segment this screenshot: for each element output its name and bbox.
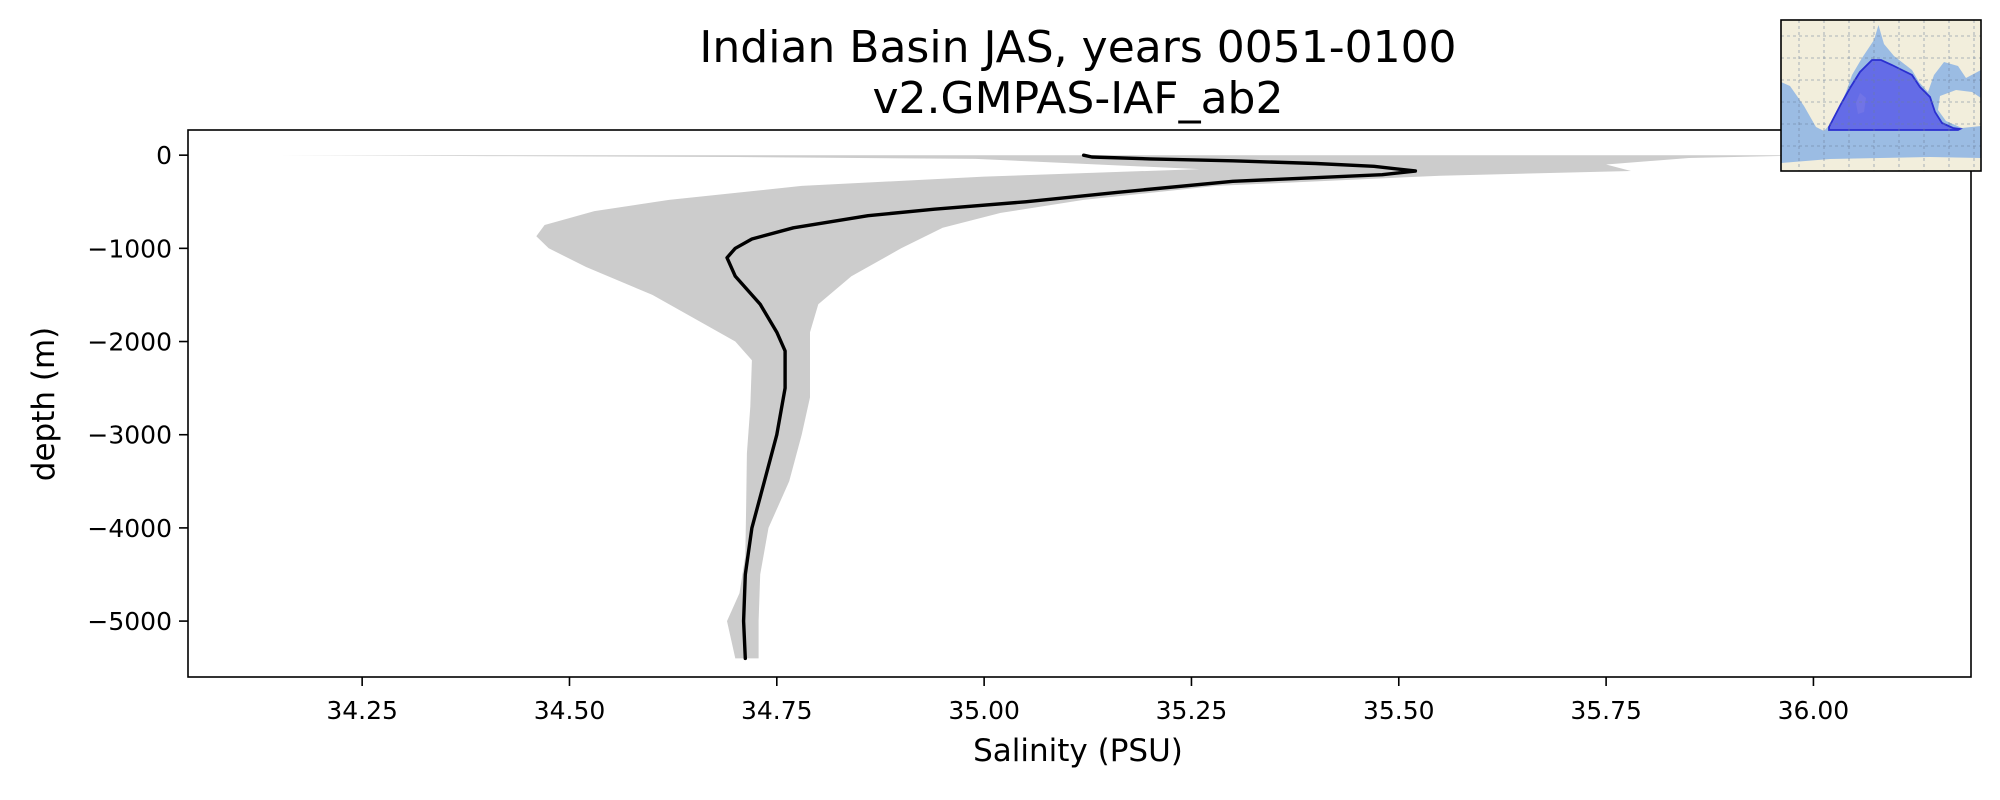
x-axis-ticks: 34.25 34.50 34.75 35.00 35.25 35.50 35.75 36.00 bbox=[326, 677, 1849, 725]
chart-title-line1: Indian Basin JAS, years 0051-0100 bbox=[699, 22, 1456, 73]
x-tick-label: 34.75 bbox=[741, 696, 813, 725]
y-axis-label: depth (m) bbox=[26, 327, 62, 481]
y-axis-ticks: 0 −1000 −2000 −3000 −4000 −5000 bbox=[87, 141, 188, 636]
x-tick-label: 35.25 bbox=[1156, 696, 1228, 725]
x-axis-label: Salinity (PSU) bbox=[973, 733, 1183, 769]
spread-band bbox=[279, 155, 1814, 659]
indian-basin-region bbox=[1828, 59, 1963, 131]
plot-area bbox=[279, 153, 1814, 661]
y-tick-label: −2000 bbox=[87, 328, 172, 357]
land-antarctica-shape bbox=[1781, 157, 1981, 171]
mean-line bbox=[725, 153, 1418, 661]
x-tick-label: 35.00 bbox=[948, 696, 1020, 725]
y-tick-label: −1000 bbox=[87, 234, 172, 263]
x-tick-label: 34.25 bbox=[326, 696, 398, 725]
x-tick-label: 35.50 bbox=[1363, 696, 1435, 725]
x-tick-label: 35.75 bbox=[1570, 696, 1642, 725]
inset-frame bbox=[1780, 19, 1982, 172]
x-tick-label: 34.50 bbox=[534, 696, 606, 725]
plot-frame bbox=[187, 129, 1972, 678]
x-tick-label: 36.00 bbox=[1778, 696, 1850, 725]
land-asia-shape bbox=[1877, 20, 1981, 92]
inset-graticule bbox=[1781, 20, 1981, 171]
y-tick-label: −5000 bbox=[87, 607, 172, 636]
y-tick-label: −3000 bbox=[87, 421, 172, 450]
region-inset-map bbox=[1780, 19, 1982, 172]
land-africa-shape bbox=[1781, 20, 1880, 131]
y-tick-label: −4000 bbox=[87, 514, 172, 543]
chart-title-line2: v2.GMPAS-IAF_ab2 bbox=[873, 73, 1284, 124]
y-tick-label: 0 bbox=[156, 141, 172, 170]
